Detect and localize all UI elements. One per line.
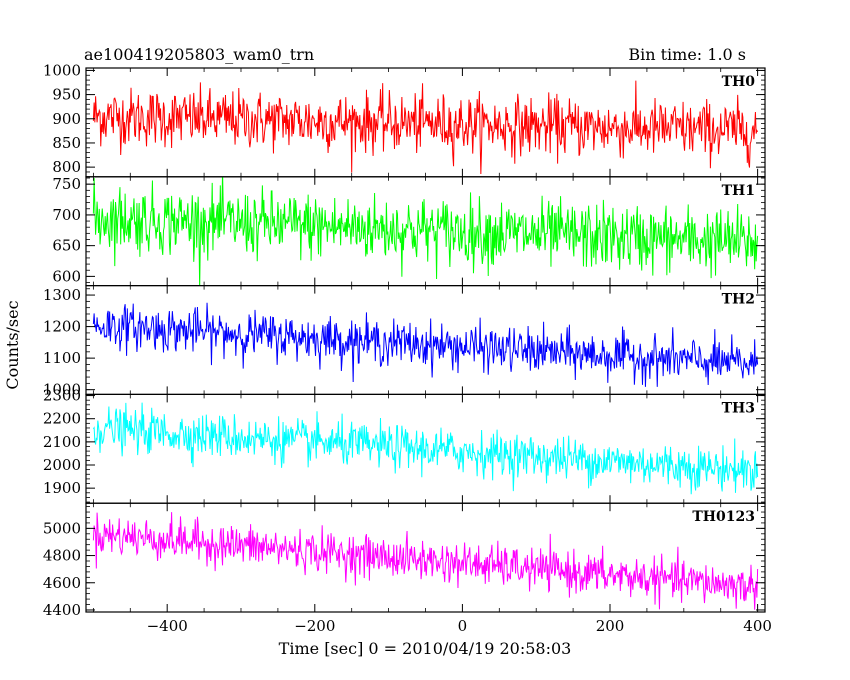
y-tick-label: 900: [52, 110, 81, 128]
panel-frame: [85, 285, 766, 396]
panel-label-th3: TH3: [722, 400, 755, 416]
panel-th2: 1000 1100 1200 1300 TH2: [43, 285, 766, 399]
chart-title: ae100419205803_wam0_trn: [84, 45, 314, 64]
panel-th0: 800 850 900 950 1000 TH0: [43, 61, 766, 178]
x-tick-label: −200: [294, 617, 335, 635]
y-tick-label: 1100: [43, 349, 81, 367]
x-tick-label: −400: [147, 617, 188, 635]
y-tick-label: 950: [52, 86, 81, 104]
series-line-th1: [92, 176, 759, 286]
x-tick-label: 0: [458, 617, 468, 635]
panel-th1: 600 650 700 750 TH1: [52, 175, 766, 287]
y-tick-label: 800: [52, 158, 81, 176]
y-tick-label: 2000: [43, 456, 81, 474]
y-tick-label: 2200: [43, 410, 81, 428]
y-tick-label: 1300: [43, 286, 81, 304]
x-axis-label: Time [sec] 0 = 2010/04/19 20:58:03: [279, 639, 572, 658]
panel-th3: 1900 2000 2100 2200 2300 TH3: [43, 387, 766, 504]
y-tick-label: 750: [52, 175, 81, 193]
series-line-th3: [92, 402, 759, 495]
y-tick-label: 700: [52, 206, 81, 224]
y-tick-label: 1000: [43, 61, 81, 79]
y-tick-label: 2300: [43, 387, 81, 405]
y-tick-label: 4600: [43, 574, 81, 592]
y-tick-label: 5000: [43, 519, 81, 537]
y-tick-label: 1200: [43, 318, 81, 336]
y-tick-label: 2100: [43, 433, 81, 451]
panel-label-th0123: TH0123: [692, 509, 755, 525]
panel-th0123: 4400 4600 4800 5000 TH0123: [43, 502, 766, 619]
panel-label-th1: TH1: [722, 183, 755, 199]
y-tick-label: 650: [52, 237, 81, 255]
series-line-th0123: [92, 512, 759, 610]
x-tick-label: 200: [596, 617, 625, 635]
y-tick-label: 850: [52, 134, 81, 152]
y-axis-label: Counts/sec: [3, 300, 22, 389]
x-axis: −400 −200 0 200 400: [147, 617, 772, 635]
x-tick-label: 400: [743, 617, 772, 635]
series-line-th0: [92, 80, 759, 175]
y-tick-label: 4800: [43, 547, 81, 565]
panel-label-th0: TH0: [722, 74, 756, 90]
y-tick-label: 1900: [43, 479, 81, 497]
series-line-th2: [92, 302, 759, 387]
panel-frame: [85, 502, 766, 613]
bin-time-label: Bin time: 1.0 s: [628, 45, 746, 64]
panel-group: 800 850 900 950 1000 TH0 600 650 700 750 TH1 1000 11…: [43, 61, 766, 619]
y-tick-label: 600: [52, 267, 81, 285]
y-tick-label: 4400: [43, 601, 81, 619]
panel-label-th2: TH2: [722, 292, 755, 308]
y-tick-label: 1000: [43, 381, 81, 399]
